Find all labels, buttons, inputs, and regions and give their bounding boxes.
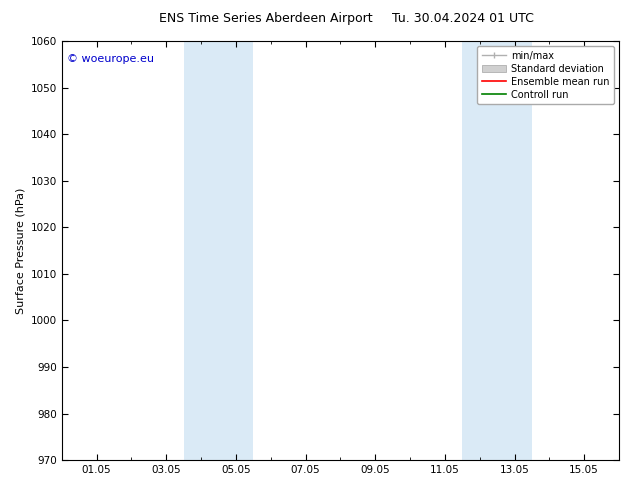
Bar (462, 41, 497, 460)
Bar (219, 41, 253, 460)
Bar (497, 41, 532, 460)
Text: ENS Time Series Aberdeen Airport: ENS Time Series Aberdeen Airport (160, 12, 373, 25)
Bar (184, 41, 219, 460)
Y-axis label: Surface Pressure (hPa): Surface Pressure (hPa) (15, 187, 25, 314)
Text: © woeurope.eu: © woeurope.eu (67, 53, 154, 64)
Legend: min/max, Standard deviation, Ensemble mean run, Controll run: min/max, Standard deviation, Ensemble me… (477, 46, 614, 104)
Text: Tu. 30.04.2024 01 UTC: Tu. 30.04.2024 01 UTC (392, 12, 534, 25)
